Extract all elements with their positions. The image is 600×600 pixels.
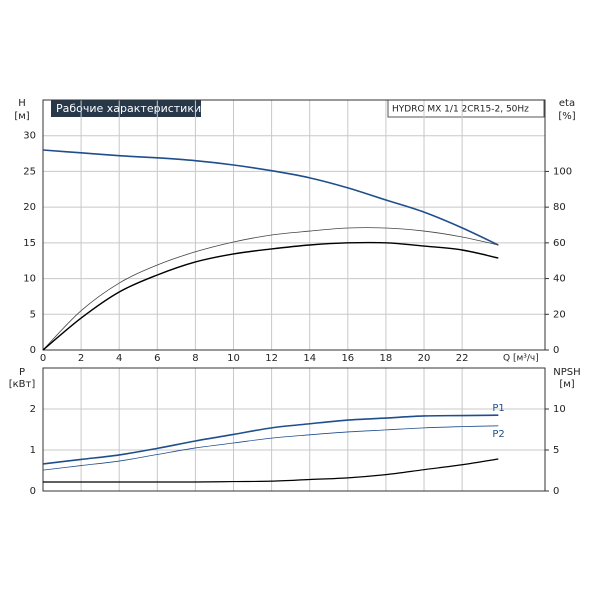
title-box bbox=[51, 100, 201, 117]
y2-tick-label: 20 bbox=[553, 309, 566, 320]
y-tick-label: 0 bbox=[30, 345, 36, 356]
x-tick-label: 0 bbox=[40, 353, 46, 364]
curve bbox=[42, 414, 499, 465]
y-tick-label: 20 bbox=[23, 202, 36, 213]
curve bbox=[42, 241, 499, 351]
x-tick-label: 16 bbox=[341, 353, 354, 364]
y-tick-label: 2 bbox=[30, 404, 36, 415]
y-axis-unit: [м] bbox=[14, 111, 29, 122]
y-tick-label: 10 bbox=[23, 274, 36, 285]
y-axis-label: H bbox=[18, 98, 26, 109]
y2-tick-label: 5 bbox=[553, 445, 559, 456]
x-tick-label: 12 bbox=[265, 353, 278, 364]
y2-tick-label: 100 bbox=[553, 166, 572, 177]
model-label: HYDRO MX 1/1 2CR15-2, 50Hz bbox=[392, 105, 529, 115]
y2-tick-label: 10 bbox=[553, 404, 566, 415]
y-tick-label: 0 bbox=[30, 486, 36, 497]
curve bbox=[42, 149, 499, 246]
curve bbox=[42, 227, 499, 351]
x-tick-label: 22 bbox=[456, 353, 469, 364]
y-tick-label: 15 bbox=[23, 238, 36, 249]
x-axis-label: Q [м³/ч] bbox=[503, 354, 539, 364]
curve-label: P1 bbox=[492, 403, 504, 414]
x-tick-label: 14 bbox=[303, 353, 316, 364]
y2-axis-label: eta bbox=[559, 98, 575, 109]
x-tick-label: 6 bbox=[154, 353, 160, 364]
y-axis-label: P bbox=[19, 367, 25, 378]
y2-tick-label: 0 bbox=[553, 486, 559, 497]
x-tick-label: 2 bbox=[78, 353, 84, 364]
y-tick-label: 25 bbox=[23, 166, 36, 177]
y-tick-label: 30 bbox=[23, 131, 36, 142]
curve bbox=[42, 425, 499, 471]
plot-frame bbox=[42, 367, 546, 492]
x-tick-label: 8 bbox=[192, 353, 198, 364]
chart-title: Рабочие характеристики bbox=[56, 102, 201, 115]
y-tick-label: 5 bbox=[30, 309, 36, 320]
curve bbox=[43, 458, 499, 483]
y2-axis-label: NPSH bbox=[553, 367, 580, 378]
y2-axis-unit: [%] bbox=[558, 111, 575, 122]
curve-label: P2 bbox=[492, 429, 504, 440]
x-tick-label: 18 bbox=[380, 353, 393, 364]
y2-axis-unit: [м] bbox=[559, 379, 574, 390]
y2-tick-label: 80 bbox=[553, 202, 566, 213]
y2-tick-label: 40 bbox=[553, 274, 566, 285]
y-tick-label: 1 bbox=[30, 445, 36, 456]
y2-tick-label: 0 bbox=[553, 345, 559, 356]
plot-frame bbox=[42, 99, 546, 351]
x-tick-label: 4 bbox=[116, 353, 122, 364]
y2-tick-label: 60 bbox=[553, 238, 566, 249]
y-axis-unit: [кВт] bbox=[9, 379, 36, 390]
x-tick-label: 10 bbox=[227, 353, 240, 364]
x-tick-label: 20 bbox=[418, 353, 431, 364]
